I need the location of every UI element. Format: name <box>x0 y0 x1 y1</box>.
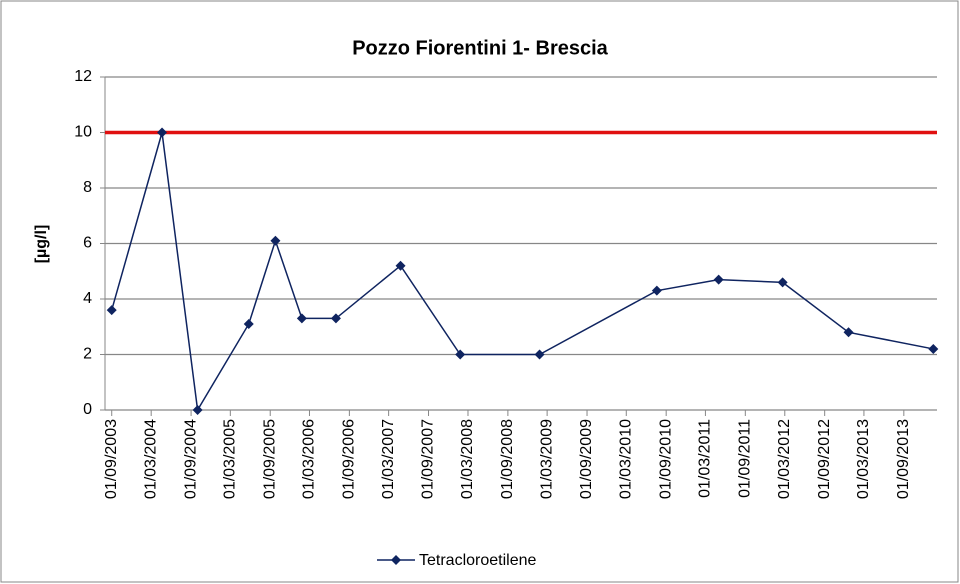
data-point <box>843 327 854 338</box>
x-tick-label: 01/03/2010 <box>617 419 634 499</box>
data-point <box>395 260 406 271</box>
data-point <box>651 285 662 296</box>
x-tick-label: 01/03/2004 <box>142 419 159 499</box>
x-tick-label: 01/09/2010 <box>657 419 674 499</box>
y-tick-label: 0 <box>83 401 92 418</box>
x-tick-label: 01/03/2012 <box>776 419 793 499</box>
data-point <box>534 349 545 360</box>
data-point <box>330 313 341 324</box>
x-tick-label: 01/09/2007 <box>420 419 437 499</box>
x-tick-label: 01/09/2009 <box>578 419 595 499</box>
chart-title: Pozzo Fiorentini 1- Brescia <box>352 37 608 59</box>
data-point <box>455 349 466 360</box>
data-point <box>270 235 281 246</box>
x-tick-label: 01/03/2005 <box>222 419 239 499</box>
x-tick-label: 01/03/2011 <box>697 419 714 498</box>
legend-marker <box>391 555 401 565</box>
x-tick-label: 01/09/2011 <box>737 419 754 498</box>
x-tick-label: 01/09/2004 <box>182 419 199 499</box>
y-tick-label: 4 <box>83 290 92 307</box>
data-point <box>243 318 254 329</box>
x-tick-label: 01/09/2005 <box>261 419 278 499</box>
y-tick-label: 8 <box>83 179 92 196</box>
x-tick-label: 01/03/2007 <box>380 419 397 499</box>
data-point <box>777 277 788 288</box>
x-tick-label: 01/09/2006 <box>341 419 358 499</box>
y-tick-label: 2 <box>83 346 92 363</box>
data-point <box>713 274 724 285</box>
y-tick-label: 10 <box>74 124 92 141</box>
y-tick-label: 6 <box>83 235 92 252</box>
data-point <box>296 313 307 324</box>
x-tick-label: 01/03/2013 <box>855 419 872 499</box>
x-tick-label: 01/09/2003 <box>103 419 120 499</box>
y-tick-label: 12 <box>74 68 92 85</box>
x-tick-label: 01/09/2012 <box>816 419 833 499</box>
data-point <box>928 343 939 354</box>
data-point <box>192 405 203 415</box>
legend-label: Tetracloroetilene <box>419 552 537 569</box>
x-tick-label: 01/03/2009 <box>538 419 555 499</box>
data-point <box>157 127 168 138</box>
x-tick-label: 01/09/2008 <box>499 419 516 499</box>
y-axis-label: [µg/l] <box>33 225 50 264</box>
data-point <box>106 305 117 316</box>
x-tick-label: 01/03/2008 <box>459 419 476 499</box>
x-tick-label: 01/09/2013 <box>895 419 912 499</box>
x-tick-label: 01/03/2006 <box>301 419 318 499</box>
